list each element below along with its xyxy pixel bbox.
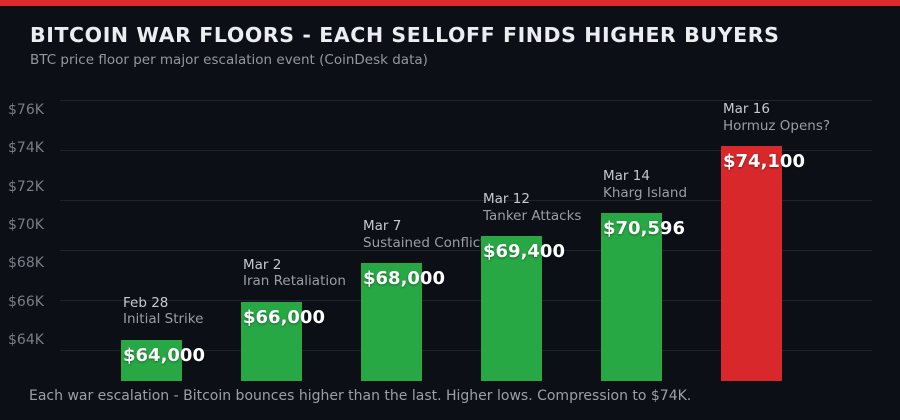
bar-annotation: Mar 16 Hormuz Opens? bbox=[723, 101, 830, 134]
bar-event-label: Hormuz Opens? bbox=[723, 117, 831, 134]
bar-value-label: $68,000 bbox=[363, 268, 445, 290]
y-axis-tick-label: $66K bbox=[8, 293, 44, 310]
bar-event-label: Tanker Attacks bbox=[483, 207, 582, 224]
bar-date-label: Mar 7 bbox=[363, 218, 402, 235]
bar-event-label: Iran Retaliation bbox=[243, 273, 346, 289]
bar-annotation: Mar 2 Iran Retaliation bbox=[243, 257, 346, 290]
gridline bbox=[60, 250, 872, 251]
gridline bbox=[60, 150, 872, 151]
bar-mar-12 bbox=[481, 236, 542, 381]
bar-event-label: Initial Strike bbox=[123, 311, 204, 328]
bar-date-label: Mar 16 bbox=[723, 101, 770, 118]
bar-date-label: Mar 12 bbox=[483, 191, 530, 208]
y-axis-tick-label: $64K bbox=[8, 331, 44, 348]
bar-annotation: Mar 14 Kharg Island bbox=[603, 168, 687, 201]
y-axis-tick-label: $72K bbox=[8, 178, 44, 195]
top-accent-stripe bbox=[0, 0, 900, 6]
footer-caption: Each war escalation - Bitcoin bounces hi… bbox=[29, 388, 692, 404]
bar-value-label: $74,100 bbox=[723, 151, 805, 173]
bar-value-label: $69,400 bbox=[483, 241, 565, 263]
y-axis-tick-label: $76K bbox=[8, 101, 44, 118]
bar-value-label: $70,596 bbox=[603, 218, 685, 240]
bar-mar-7 bbox=[361, 263, 422, 381]
bar-date-label: Mar 14 bbox=[603, 168, 650, 185]
gridline bbox=[60, 200, 872, 201]
chart-subtitle: BTC price floor per major escalation eve… bbox=[30, 52, 428, 68]
chart-title: BITCOIN WAR FLOORS - EACH SELLOFF FINDS … bbox=[30, 23, 780, 47]
y-axis-tick-label: $70K bbox=[8, 216, 44, 233]
y-axis-tick-label: $68K bbox=[8, 255, 44, 272]
bar-mar-16 bbox=[721, 146, 782, 381]
bar-annotation: Mar 12 Tanker Attacks bbox=[483, 191, 581, 224]
bar-annotation: Feb 28 Initial Strike bbox=[123, 295, 203, 328]
bar-mar-14 bbox=[601, 213, 662, 381]
bar-date-label: Feb 28 bbox=[123, 294, 169, 311]
bar-date-label: Mar 2 bbox=[243, 256, 282, 273]
gridline bbox=[60, 350, 872, 351]
bar-event-label: Kharg Island bbox=[603, 184, 688, 201]
bar-annotation: Mar 7 Sustained Conflict bbox=[363, 218, 485, 251]
bar-value-label: $64,000 bbox=[123, 344, 205, 366]
y-axis-tick-label: $74K bbox=[8, 140, 44, 157]
bar-value-label: $66,000 bbox=[243, 306, 325, 328]
bar-mar-2 bbox=[241, 301, 302, 381]
bar-feb-28 bbox=[121, 339, 182, 381]
gridline bbox=[60, 100, 872, 101]
gridline bbox=[60, 300, 872, 301]
bar-event-label: Sustained Conflict bbox=[363, 234, 486, 251]
